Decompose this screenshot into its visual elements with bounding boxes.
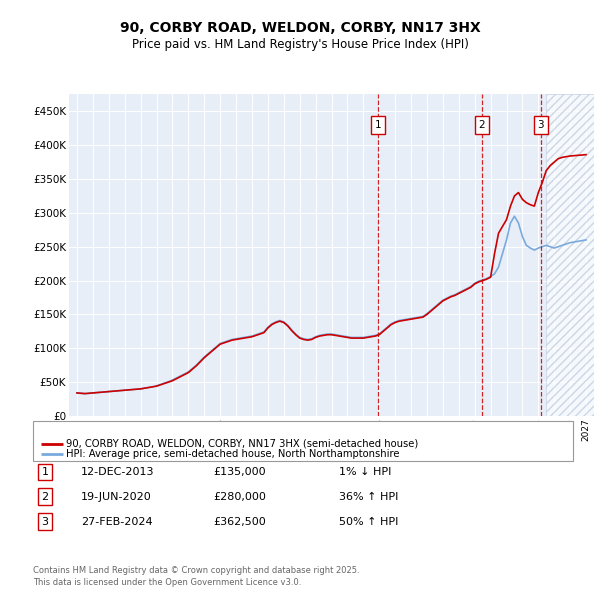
Text: £135,000: £135,000 xyxy=(213,467,266,477)
Text: 3: 3 xyxy=(538,120,544,130)
Text: 3: 3 xyxy=(41,517,49,526)
Text: 1: 1 xyxy=(375,120,382,130)
Text: 2: 2 xyxy=(41,492,49,502)
Text: 90, CORBY ROAD, WELDON, CORBY, NN17 3HX: 90, CORBY ROAD, WELDON, CORBY, NN17 3HX xyxy=(119,21,481,35)
Text: 36% ↑ HPI: 36% ↑ HPI xyxy=(339,492,398,502)
Text: 27-FEB-2024: 27-FEB-2024 xyxy=(81,517,152,526)
Bar xyxy=(546,94,594,416)
Text: 2: 2 xyxy=(479,120,485,130)
Text: 1: 1 xyxy=(41,467,49,477)
Text: £362,500: £362,500 xyxy=(213,517,266,526)
Text: 90, CORBY ROAD, WELDON, CORBY, NN17 3HX (semi-detached house): 90, CORBY ROAD, WELDON, CORBY, NN17 3HX … xyxy=(66,439,418,448)
Text: £280,000: £280,000 xyxy=(213,492,266,502)
Text: 1% ↓ HPI: 1% ↓ HPI xyxy=(339,467,391,477)
Text: Price paid vs. HM Land Registry's House Price Index (HPI): Price paid vs. HM Land Registry's House … xyxy=(131,38,469,51)
Text: Contains HM Land Registry data © Crown copyright and database right 2025.
This d: Contains HM Land Registry data © Crown c… xyxy=(33,566,359,587)
Text: 19-JUN-2020: 19-JUN-2020 xyxy=(81,492,152,502)
Text: HPI: Average price, semi-detached house, North Northamptonshire: HPI: Average price, semi-detached house,… xyxy=(66,449,400,458)
Text: 12-DEC-2013: 12-DEC-2013 xyxy=(81,467,155,477)
Text: 50% ↑ HPI: 50% ↑ HPI xyxy=(339,517,398,526)
